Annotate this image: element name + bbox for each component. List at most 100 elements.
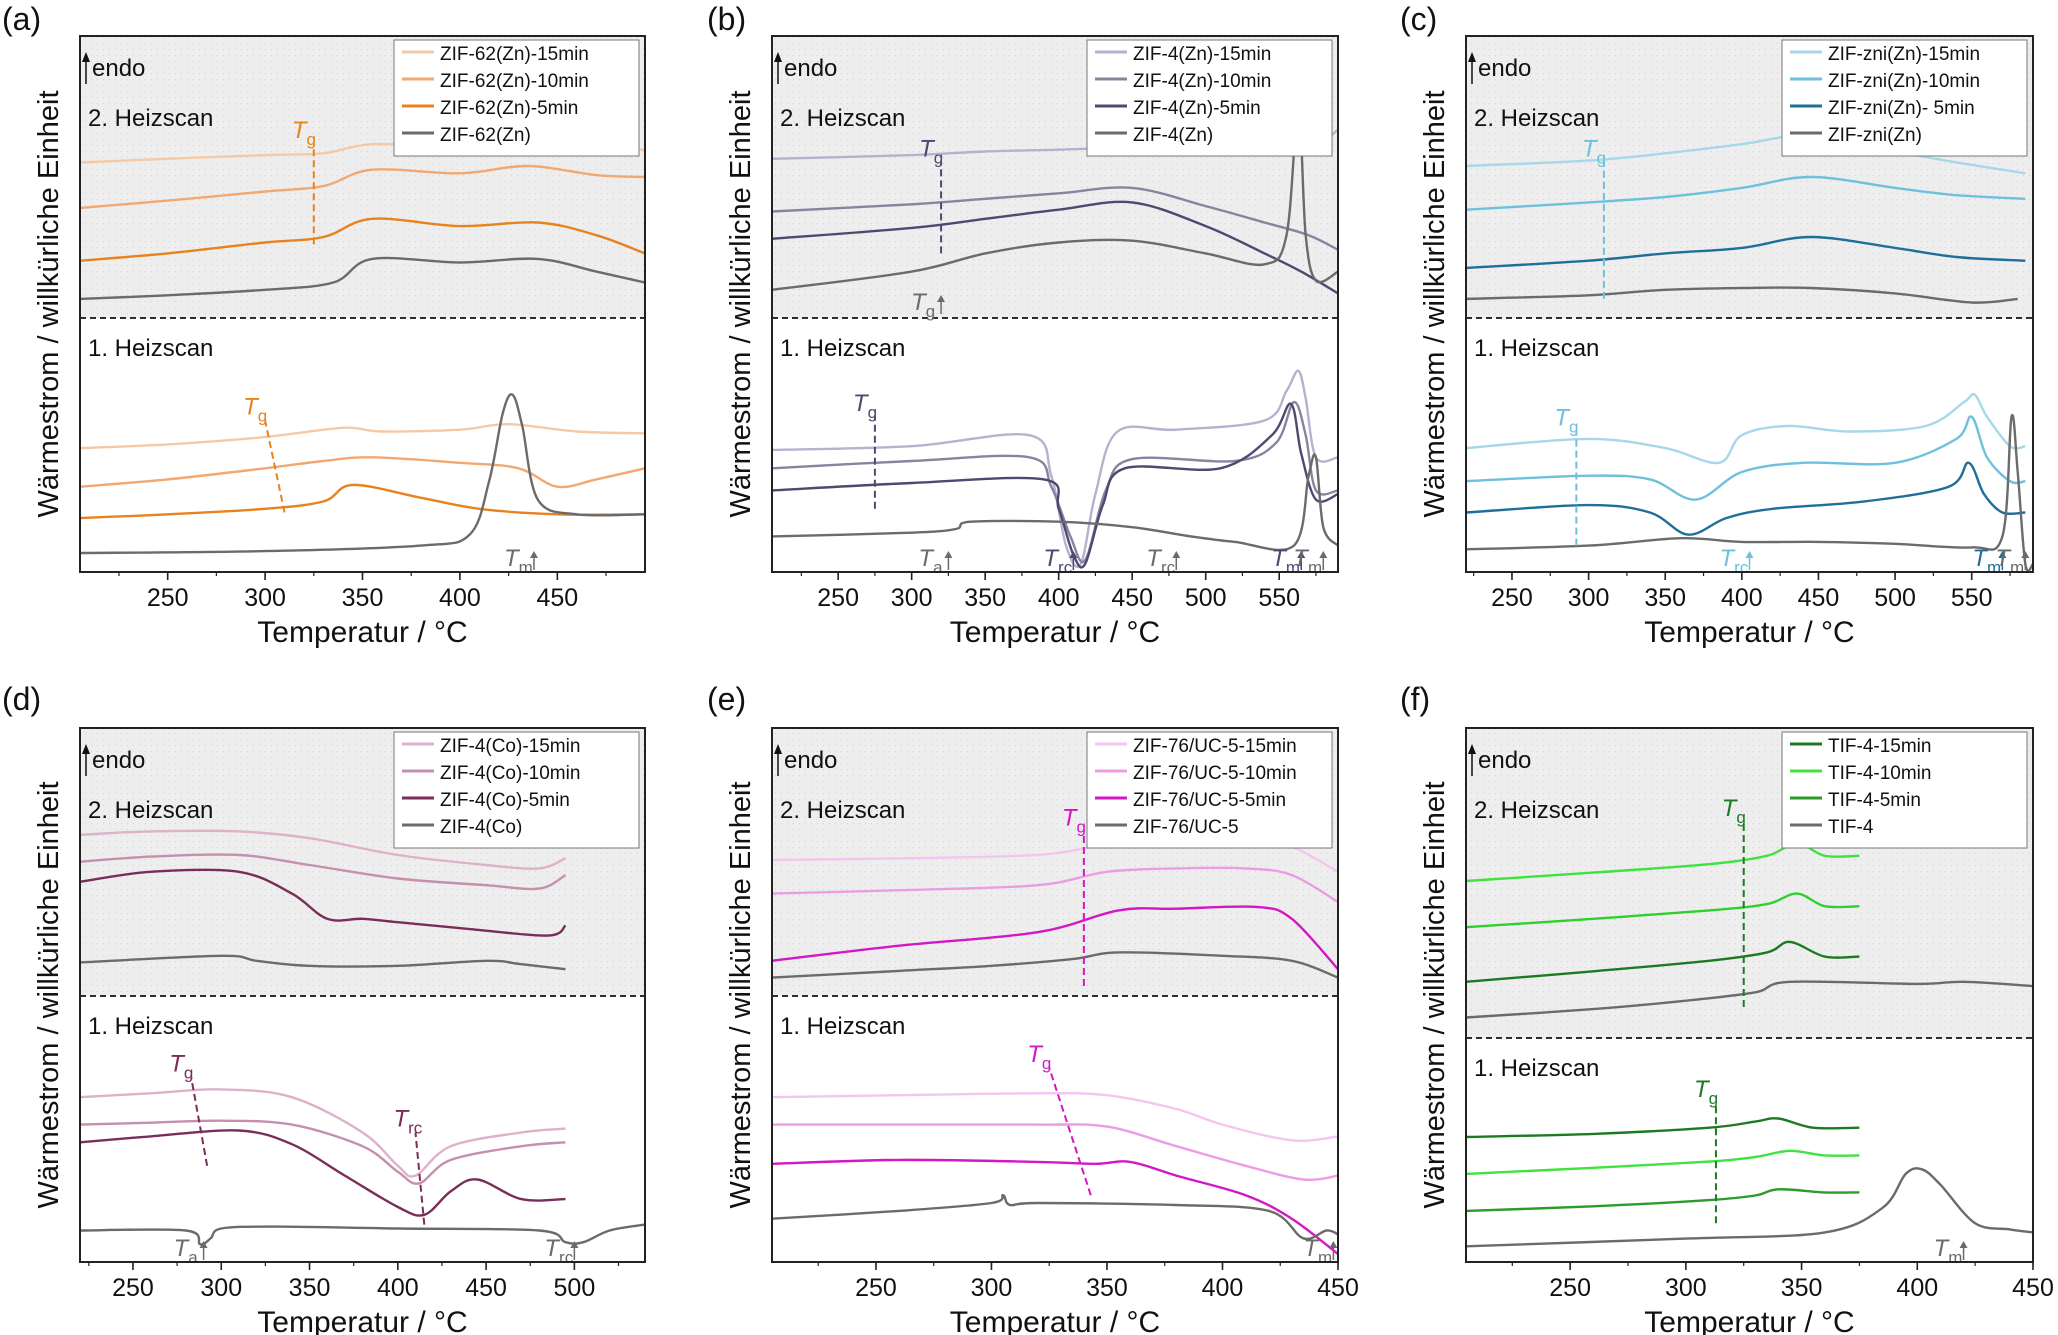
series-line-e-1-4 [771,1092,1339,1142]
plot-frame [79,727,646,1263]
x-axis-label: Temperatur / °C [950,1306,1160,1335]
x-axis-label: Temperatur / °C [257,616,467,649]
marker-label-a-0: Tg [292,117,316,149]
marker-line-d-1 [414,1132,426,1225]
x-tick-label-f-1: 300 [1665,1274,1707,1302]
lower-scan-label: 1. Heizscan [1474,1055,1599,1082]
series-line-c-2-2 [1465,235,2026,270]
endo-label: endo [1478,55,1531,82]
legend-label-2: ZIF-4(Co)-5min [440,790,570,811]
legend-label-1: TIF-4-10min [1828,763,1931,784]
x-tick-label-e-3: 400 [1202,1274,1244,1302]
legend-label-3: ZIF-4(Zn) [1133,125,1213,146]
lower-scan-label: 1. Heizscan [88,335,213,362]
x-tick-label-e-0: 250 [855,1274,897,1302]
series-line-e-1-5 [772,1123,1339,1182]
legend-label-2: TIF-4-5min [1828,790,1921,811]
legend [1086,39,1333,157]
marker-line-a-1 [264,420,286,513]
legend-label-3: TIF-4 [1828,817,1874,838]
legend-label-2: ZIF-zni(Zn)- 5min [1828,98,1975,119]
series-line-e-1-6 [771,1158,1339,1255]
endo-arrowhead [82,744,90,754]
x-tick-label-b-0: 250 [817,584,859,612]
series-line-d-2-3 [79,954,566,971]
series-line-a-1-6 [79,483,646,520]
legend [393,731,640,849]
series-line-a-2-2 [79,217,646,262]
upper-scan-label: 2. Heizscan [780,105,905,132]
marker-arrowhead-b-3 [1069,551,1078,558]
endo-label: endo [92,55,145,82]
legend-label-1: ZIF-62(Zn)-10min [440,71,589,92]
legend-label-0: TIF-4-15min [1828,736,1931,757]
marker-arrowhead-b-1 [937,295,946,302]
legend-label-1: ZIF-76/UC-5-10min [1133,763,1297,784]
endo-label: endo [784,55,837,82]
series-line-c-1-5 [1465,415,2026,501]
legend-label-0: ZIF-4(Zn)-15min [1133,44,1271,65]
marker-label-c-1: Tg [1554,405,1578,437]
legend-label-3: ZIF-4(Co) [440,817,522,838]
marker-label-b-0: Tg [919,135,943,167]
series-line-d-1-7 [79,1223,646,1246]
legend-label-3: ZIF-76/UC-5 [1133,817,1239,838]
marker-arrowhead-e-2 [1329,1241,1338,1248]
series-line-b-2-1 [771,186,1339,251]
panel-label: (b) [707,1,746,37]
x-tick-label-d-3: 400 [377,1274,419,1302]
marker-label-b-4: Ta [918,545,943,577]
y-axis-label: Wärmestrom / willkürliche Einheit [725,781,757,1208]
y-axis-label: Wärmestrom / willkürliche Einheit [1419,90,1451,517]
x-tick-label-d-5: 500 [554,1274,596,1302]
x-tick-label-e-1: 300 [971,1274,1013,1302]
series-line-d-1-4 [79,1088,566,1178]
series-line-a-2-1 [79,164,646,210]
series-line-f-2-3 [1465,980,2034,1019]
panel-label: (f) [1400,681,1430,717]
marker-arrowhead-b-4 [944,551,953,558]
marker-arrowhead-a-2 [529,551,538,558]
marker-label-f-1: Tg [1694,1076,1718,1108]
upper-scan-label: 2. Heizscan [88,105,213,132]
marker-label-d-1: Trc [393,1105,422,1137]
marker-arrowhead-b-5 [1172,551,1181,558]
series-line-b-1-7 [771,453,1339,552]
upper-scan-label: 2. Heizscan [1474,797,1599,824]
endo-label: endo [92,747,145,774]
x-tick-label-c-6: 550 [1951,584,1993,612]
series-line-c-2-3 [1465,286,2018,304]
x-tick-label-b-6: 550 [1258,584,1300,612]
upper-scan-label: 2. Heizscan [88,797,213,824]
series-line-e-1-7 [771,1194,1339,1241]
marker-label-c-0: Tg [1582,135,1606,167]
marker-arrowhead-b-6 [1297,551,1306,558]
x-tick-label-f-0: 250 [1549,1274,1591,1302]
marker-label-f-0: Tg [1722,795,1746,827]
x-axis-label: Temperatur / °C [950,616,1160,649]
x-tick-label-a-3: 400 [439,584,481,612]
series-line-b-1-4 [771,369,1339,569]
y-axis-label: Wärmestrom / willkürliche Einheit [1419,781,1451,1208]
plot-frame [771,727,1339,1263]
marker-label-d-2: Ta [174,1235,199,1267]
marker-arrowhead-c-3 [1998,551,2007,558]
endo-arrowhead [774,52,782,62]
series-line-e-2-3 [771,951,1339,979]
lower-scan-label: 1. Heizscan [780,1013,905,1040]
series-line-f-1-7 [1465,1167,2034,1248]
marker-line-d-0 [190,1077,209,1166]
legend-label-1: ZIF-4(Co)-10min [440,763,580,784]
legend [1781,731,2028,849]
legend-label-1: ZIF-4(Zn)-10min [1133,71,1271,92]
legend-label-3: ZIF-62(Zn) [440,125,531,146]
x-tick-label-a-0: 250 [147,584,189,612]
x-tick-label-e-4: 450 [1317,1274,1359,1302]
series-line-b-2-3 [771,106,1339,291]
series-line-f-2-2 [1465,940,1860,983]
x-axis-label: Temperatur / °C [1644,1306,1854,1335]
